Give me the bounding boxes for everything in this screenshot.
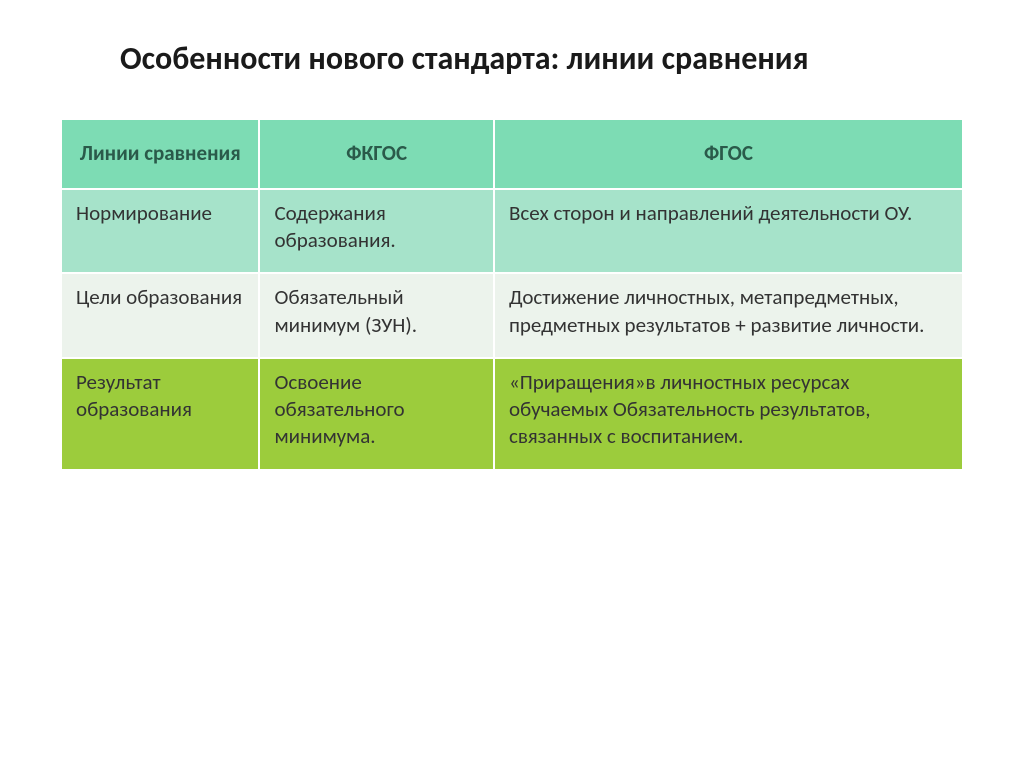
col-header-fkgos: ФКГОС	[259, 119, 494, 188]
cell-line: Цели образования	[61, 273, 259, 358]
page-title: Особенности нового стандарта: линии срав…	[120, 40, 964, 78]
cell-fgos: «Приращения»в личностных ресурсах обучае…	[494, 358, 963, 470]
col-header-lines: Линии сравнения	[61, 119, 259, 188]
cell-fkgos: Освоение обязательного минимума.	[259, 358, 494, 470]
cell-fgos: Всех сторон и направлений деятельности О…	[494, 189, 963, 274]
col-header-fgos: ФГОС	[494, 119, 963, 188]
table-header-row: Линии сравнения ФКГОС ФГОС	[61, 119, 963, 188]
cell-line: Результат образования	[61, 358, 259, 470]
cell-fkgos: Обязательный минимум (ЗУН).	[259, 273, 494, 358]
table-row: Результат образования Освоение обязатель…	[61, 358, 963, 470]
table-row: Нормирование Содержания образования. Все…	[61, 189, 963, 274]
comparison-table: Линии сравнения ФКГОС ФГОС Нормирование …	[60, 118, 964, 470]
table-row: Цели образования Обязательный минимум (З…	[61, 273, 963, 358]
cell-line: Нормирование	[61, 189, 259, 274]
cell-fkgos: Содержания образования.	[259, 189, 494, 274]
cell-fgos: Достижение личностных, метапредметных, п…	[494, 273, 963, 358]
